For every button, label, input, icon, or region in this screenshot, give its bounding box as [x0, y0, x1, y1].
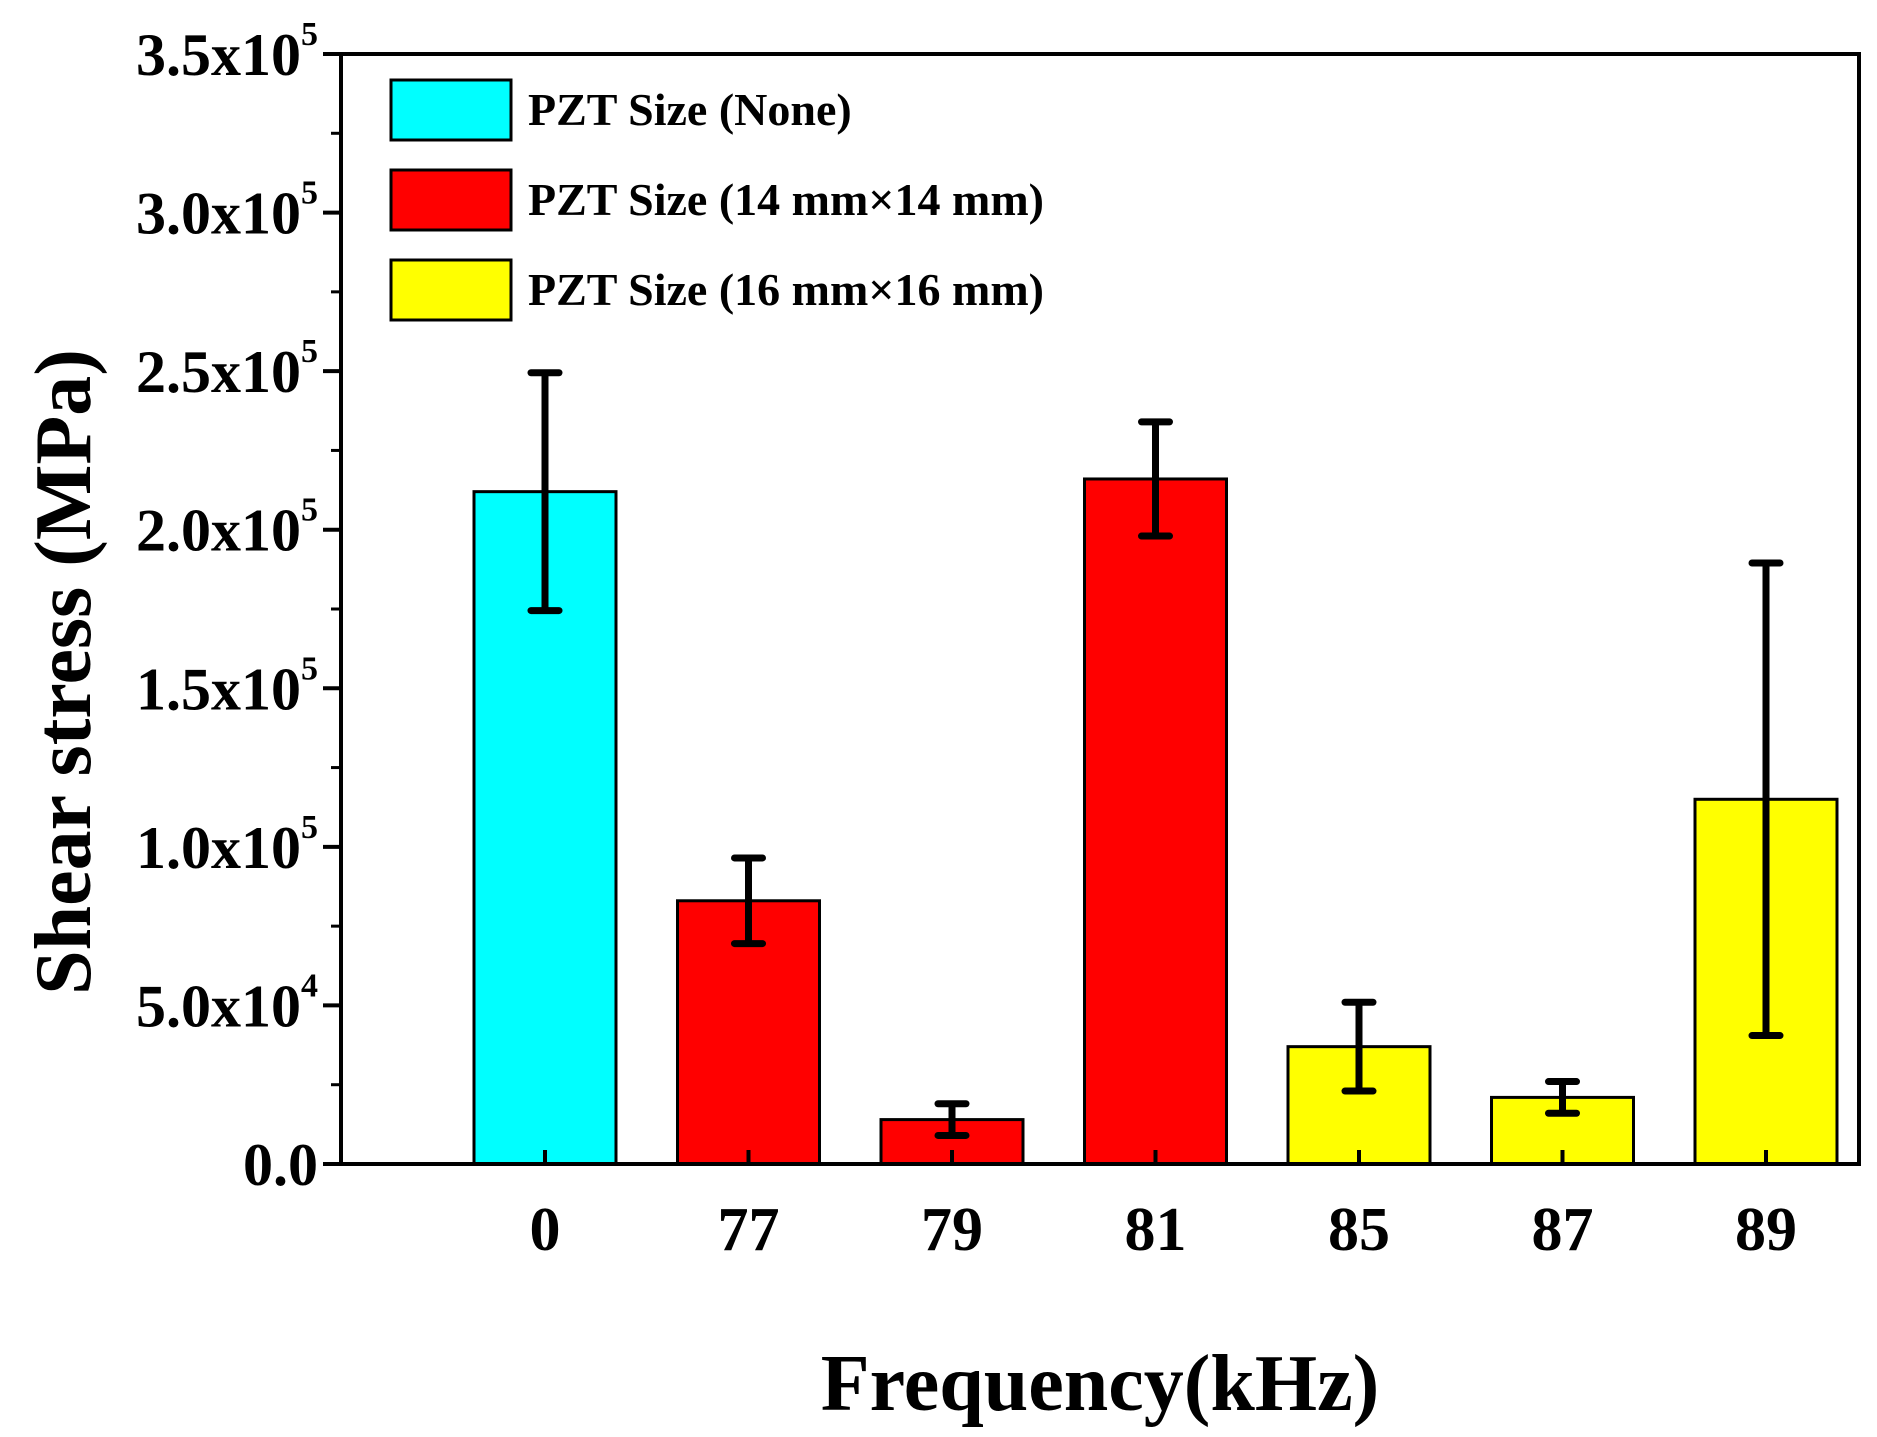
y-tick-label-4: 2.0x105 [136, 492, 318, 564]
x-tick-label-81: 81 [1125, 1196, 1187, 1264]
error-bar-0 [527, 369, 563, 615]
x-axis-title: Frequency(kHz) [821, 1340, 1379, 1428]
legend: PZT Size (None) PZT Size (14 mm×14 mm) PZT… [389, 78, 1044, 322]
legend-label-2: PZT Size (16 mm×16 mm) [528, 264, 1044, 315]
error-bar-89 [1748, 559, 1784, 1040]
y-tick-exponent: 5 [301, 16, 318, 53]
y-tick-label-7: 3.5x105 [136, 16, 318, 88]
y-tick-mantissa: 3.5x10 [136, 22, 301, 88]
error-bar-79 [934, 1100, 970, 1139]
bar-85 [1286, 1045, 1432, 1166]
y-tick-mantissa: 2.0x10 [136, 498, 301, 564]
y-tick-exponent: 4 [301, 967, 318, 1004]
legend-swatch-2 [389, 258, 513, 322]
bars-layer [472, 477, 1839, 1166]
y-axis-title: Shear stress (MPa) [20, 349, 108, 995]
y-tick-mantissa: 0.0 [243, 1132, 318, 1198]
y-tick-label-5: 2.5x105 [136, 333, 318, 405]
y-tick-mantissa: 1.0x10 [136, 815, 301, 881]
y-tick-exponent: 5 [301, 175, 318, 212]
y-tick-label-2: 1.0x105 [136, 809, 318, 881]
y-tick-exponent: 5 [301, 650, 318, 687]
x-axis: 0 77 79 81 85 87 89 [530, 1150, 1797, 1264]
legend-label-0: PZT Size (None) [528, 84, 852, 135]
x-tick-label-87: 87 [1532, 1196, 1594, 1264]
y-tick-mantissa: 1.5x10 [136, 656, 301, 722]
x-tick-label-85: 85 [1328, 1196, 1390, 1264]
x-tick-label-0: 0 [530, 1196, 561, 1264]
error-bar-85 [1341, 998, 1377, 1095]
x-tick-label-79: 79 [921, 1196, 983, 1264]
y-tick-label-3: 1.5x105 [136, 650, 318, 722]
x-tick-label-77: 77 [718, 1196, 780, 1264]
error-bar-87 [1545, 1078, 1580, 1117]
y-tick-mantissa: 2.5x10 [136, 339, 301, 405]
y-tick-mantissa: 3.0x10 [136, 181, 301, 247]
legend-label-1: PZT Size (14 mm×14 mm) [528, 174, 1044, 225]
y-tick-label-6: 3.0x105 [136, 175, 318, 247]
y-tick-exponent: 5 [301, 333, 318, 370]
y-tick-exponent: 5 [301, 492, 318, 529]
y-tick-exponent: 5 [301, 809, 318, 846]
y-tick-mantissa: 5.0x10 [136, 973, 301, 1039]
y-tick-label-0: 0.0 [243, 1132, 318, 1198]
bar-81 [1083, 477, 1228, 1166]
y-tick-label-1: 5.0x104 [136, 967, 318, 1039]
error-bar-81 [1138, 418, 1173, 540]
legend-swatch-1 [389, 168, 513, 232]
legend-swatch-0 [389, 78, 513, 142]
y-axis: 0.05.0x1041.0x1051.5x1052.0x1052.5x1053.… [136, 16, 341, 1198]
x-tick-label-89: 89 [1735, 1196, 1797, 1264]
error-bar-77 [731, 854, 766, 948]
error-bars-layer [527, 369, 1784, 1139]
